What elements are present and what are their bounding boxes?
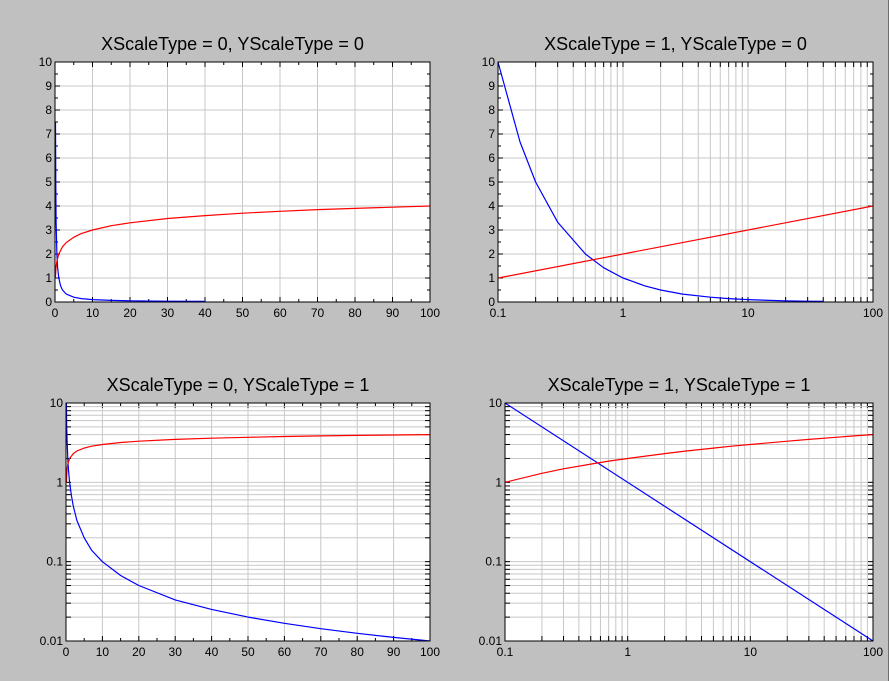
chart-panel-2: 0.1 1 10 100 0 1 2 3 4 5 6 7 8 9 10 XScaleType = 1, YSc… [482, 34, 884, 320]
x-tick-label: 100 [863, 306, 883, 320]
x-tick-label: 20 [132, 645, 146, 659]
y-tick-label: 0.01 [40, 634, 64, 648]
x-tick-label: 50 [241, 645, 255, 659]
x-tick-label: 0 [52, 306, 59, 320]
x-tick-label: 100 [863, 645, 883, 659]
y-tick-label: 1 [45, 271, 52, 285]
y-tick-label: 10 [50, 396, 64, 410]
y-tick-label: 9 [45, 79, 52, 93]
y-tick-label: 6 [45, 151, 52, 165]
x-tick-label: 0 [63, 645, 70, 659]
chart-title: XScaleType = 1, YScaleType = 0 [544, 34, 807, 54]
series-line-1 [55, 121, 206, 302]
x-tick-label: 100 [420, 645, 440, 659]
x-tick-label: 30 [161, 306, 175, 320]
y-tick-label: 0.01 [479, 634, 503, 648]
x-tick-label: 10 [744, 645, 758, 659]
y-tick-label: 1 [495, 475, 502, 489]
series-line-2 [498, 205, 873, 279]
x-tick-label: 10 [96, 645, 110, 659]
x-tick-label: 20 [123, 306, 137, 320]
x-tick-label: 90 [386, 306, 400, 320]
y-tick-label: 1 [56, 475, 63, 489]
y-tick-label: 9 [488, 79, 495, 93]
series-line-1 [498, 62, 824, 302]
series-line-2 [55, 205, 430, 279]
x-tick-label: 30 [169, 645, 183, 659]
x-tick-label: 60 [273, 306, 287, 320]
y-tick-label: 0.1 [485, 555, 502, 569]
y-tick-label: 5 [488, 175, 495, 189]
y-tick-label: 10 [482, 55, 496, 69]
y-tick-label: 7 [488, 127, 495, 141]
x-tick-label: 1 [624, 645, 631, 659]
y-tick-label: 1 [488, 271, 495, 285]
y-tick-label: 6 [488, 151, 495, 165]
x-tick-label: 70 [314, 645, 328, 659]
y-tick-label: 0.1 [46, 555, 63, 569]
series-line-2 [505, 434, 873, 483]
y-tick-label: 3 [45, 223, 52, 237]
chart-title: XScaleType = 0, YScaleType = 1 [107, 375, 370, 395]
x-tick-label: 80 [348, 306, 362, 320]
y-tick-label: 8 [45, 103, 52, 117]
series-line-2 [66, 434, 430, 483]
x-tick-label: 0.1 [490, 306, 507, 320]
x-tick-label: 10 [741, 306, 755, 320]
y-tick-label: 7 [45, 127, 52, 141]
chart-title: XScaleType = 1, YScaleType = 1 [548, 375, 811, 395]
y-tick-label: 0 [45, 295, 52, 309]
axes-frame [54, 61, 431, 303]
y-tick-label: 10 [489, 396, 503, 410]
x-tick-label: 100 [420, 306, 440, 320]
y-tick-label: 2 [488, 247, 495, 261]
x-tick-label: 10 [86, 306, 100, 320]
y-tick-label: 2 [45, 247, 52, 261]
chart-panel-3: 0 10 20 30 40 50 60 70 80 90 100 0.01 0.1 1 10 XScaleTy… [40, 375, 441, 659]
x-tick-label: 1 [620, 306, 627, 320]
y-tick-label: 3 [488, 223, 495, 237]
series-line-1 [505, 403, 873, 641]
x-tick-label: 90 [387, 645, 401, 659]
axes-frame [497, 61, 874, 303]
y-tick-label: 4 [45, 199, 52, 213]
y-tick-label: 8 [488, 103, 495, 117]
chart-title: XScaleType = 0, YScaleType = 0 [101, 34, 364, 54]
x-tick-label: 80 [351, 645, 365, 659]
chart-panel-1: 0 10 20 30 40 50 60 70 80 90 100 0 1 2 3 4 5 6 7 8 9 10 XScale… [39, 34, 441, 320]
x-tick-label: 40 [205, 645, 219, 659]
y-tick-label: 10 [39, 55, 53, 69]
axes-frame [504, 402, 874, 642]
y-tick-label: 0 [488, 295, 495, 309]
y-tick-label: 4 [488, 199, 495, 213]
y-tick-label: 5 [45, 175, 52, 189]
x-tick-label: 50 [236, 306, 250, 320]
x-tick-label: 0.1 [497, 645, 514, 659]
x-tick-label: 60 [278, 645, 292, 659]
axes-frame [65, 402, 431, 642]
x-tick-label: 40 [198, 306, 212, 320]
x-tick-label: 70 [311, 306, 325, 320]
